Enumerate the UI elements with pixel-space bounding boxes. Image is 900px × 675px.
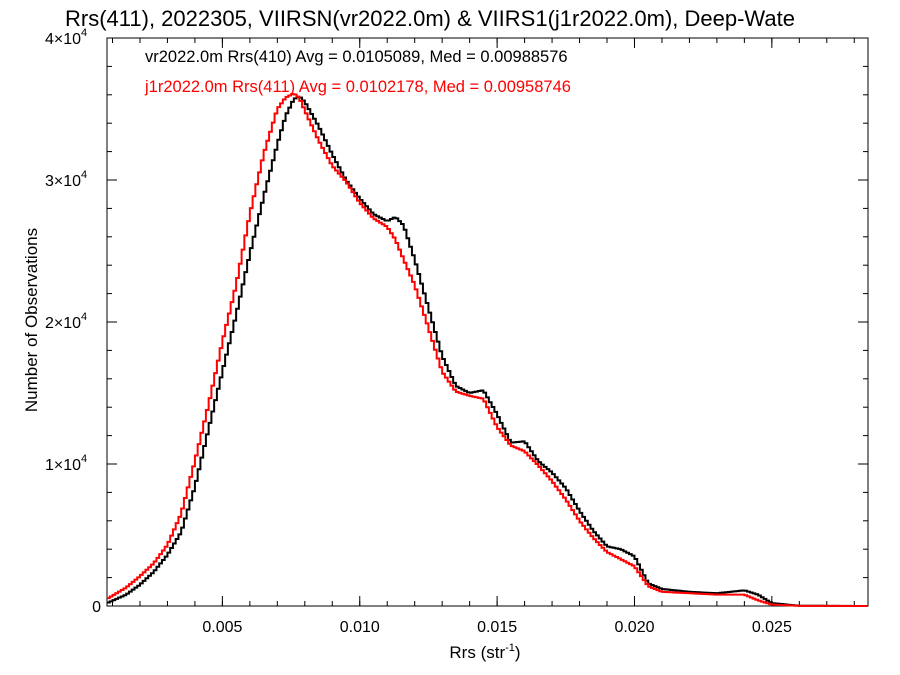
x-tick-label-0: 0.005 [202, 619, 242, 636]
x-axis-title-main: Rrs (str [449, 643, 505, 662]
x-tick-label-4: 0.025 [752, 619, 792, 636]
y-tick-label-exponent-1: 4 [81, 453, 87, 465]
chart-title: Rrs(411), 2022305, VIIRSN(vr2022.0m) & V… [65, 6, 795, 31]
y-tick-label-3: 3×104 [45, 169, 87, 190]
y-tick-label-exponent-3: 4 [81, 169, 87, 181]
y-tick-label-4: 4×104 [45, 27, 87, 48]
y-tick-label-exponent-2: 4 [81, 311, 87, 323]
x-axis-title: Rrs (str-1) [449, 642, 520, 662]
x-tick-label-2: 0.015 [477, 619, 517, 636]
y-tick-label-mantissa-4: 4×10 [45, 31, 81, 48]
x-axis-title-end: ) [515, 643, 521, 662]
legend-entry-black: vr2022.0m Rrs(410) Avg = 0.0105089, Med … [145, 48, 568, 66]
plot-area: 0.005 0.010 0.015 0.020 0.02501×1042×1043×10… [45, 27, 869, 636]
x-tick-label-1: 0.010 [340, 619, 380, 636]
x-tick-label-3: 0.020 [614, 619, 654, 636]
y-tick-label-0: 0 [92, 599, 101, 616]
y-tick-label-exponent-4: 4 [81, 27, 87, 39]
y-tick-label-mantissa-2: 2×10 [45, 315, 81, 332]
y-axis-label: Number of Observations [22, 228, 41, 412]
y-tick-label-1: 1×104 [45, 453, 87, 474]
y-axis-title: Number of Observations [22, 228, 41, 412]
legend-entry-red: j1r2022.0m Rrs(411) Avg = 0.0102178, Med… [144, 78, 571, 96]
x-axis-title-sup: -1 [505, 642, 515, 654]
y-tick-label-mantissa-1: 1×10 [45, 457, 81, 474]
y-tick-label-mantissa-3: 3×10 [45, 173, 81, 190]
plot-frame [106, 37, 869, 607]
series-line-red [107, 93, 868, 607]
y-tick-label-2: 2×104 [45, 311, 87, 332]
series-line-black [107, 95, 868, 607]
